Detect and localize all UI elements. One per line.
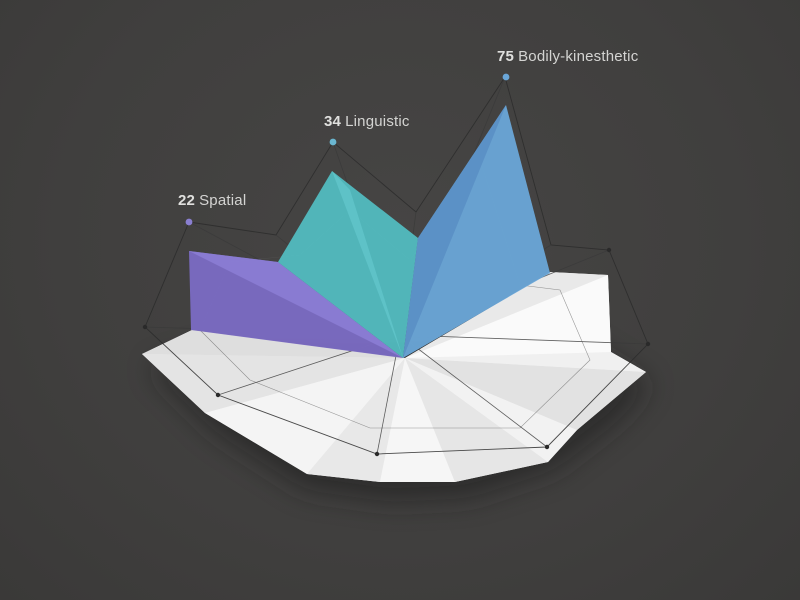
label-spatial: 22 Spatial (178, 192, 246, 209)
floor-facet (405, 358, 577, 462)
marker-spatial (185, 218, 193, 226)
floor-facet (142, 330, 405, 358)
grid-node (544, 444, 550, 450)
label-linguistic-value: 34 (324, 113, 342, 130)
series-linguistic (278, 171, 418, 358)
label-linguistic-name: Linguistic (345, 113, 410, 130)
series-bodily-kinesthetic (403, 105, 550, 358)
grid-node (142, 324, 148, 330)
floor-facet (307, 358, 405, 482)
floor-facet (142, 354, 405, 413)
series-spatial (189, 251, 403, 358)
marker-linguistic (329, 138, 337, 146)
label-bodily-kinesthetic-value: 75 (497, 48, 515, 65)
label-bodily-kinesthetic: 75 Bodily-kinesthetic (497, 48, 638, 65)
grid-node (374, 451, 380, 457)
floor-facet (405, 352, 646, 372)
label-spatial-name: Spatial (199, 192, 247, 209)
floor-facet (405, 358, 548, 482)
bar-linguistic-fold (332, 171, 403, 358)
grid-nodes (142, 247, 651, 457)
grid-node (606, 247, 612, 253)
label-bodily-kinesthetic-name: Bodily-kinesthetic (518, 48, 639, 65)
floor (142, 272, 646, 482)
label-linguistic: 34 Linguistic (324, 113, 410, 130)
label-spatial-value: 22 (178, 192, 196, 209)
bar-linguistic (278, 171, 418, 358)
floor-facet (205, 358, 405, 474)
bar-spatial-fold (189, 251, 403, 358)
bar-bodily-kinesthetic (403, 105, 550, 358)
floor-facet (405, 272, 608, 358)
bar-bodily-kinesthetic-fold (403, 105, 506, 358)
marker-bodily-kinesthetic (502, 73, 510, 81)
grid-node (215, 392, 221, 398)
floor-facet (405, 358, 646, 430)
floor-facet (380, 358, 455, 482)
grid-node (645, 341, 651, 347)
